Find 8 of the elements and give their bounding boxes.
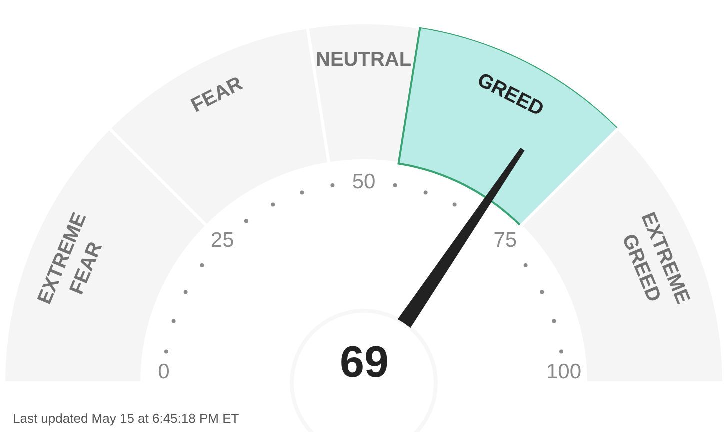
slice-label: NEUTRAL <box>316 49 412 71</box>
text: 0 <box>158 360 170 384</box>
text: Last updated May 15 at 6:45:18 PM ET <box>13 411 240 426</box>
text: 69 <box>340 338 389 387</box>
text: 50 <box>352 170 376 194</box>
text: 100 <box>546 360 582 384</box>
text: 25 <box>210 228 234 252</box>
text: 75 <box>494 228 518 252</box>
